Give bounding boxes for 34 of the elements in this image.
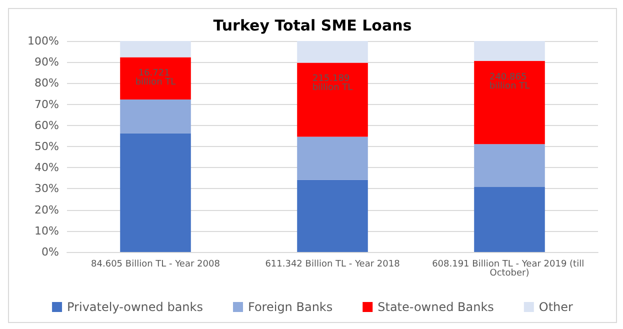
y-tick-label: 90% [34, 56, 59, 69]
y-tick-label: 100% [28, 34, 59, 48]
x-tick-label: 611.342 Billion TL - Year 2018 [265, 260, 400, 270]
bar [474, 41, 545, 61]
y-tick-label: 30% [34, 182, 59, 196]
annotation: 16.721 billion TL [135, 68, 176, 88]
y-tick-label: 60% [34, 118, 59, 132]
y-tick-label: 0% [42, 246, 59, 258]
bar [297, 62, 368, 137]
y-tick-label: 10% [34, 224, 59, 238]
bar [120, 57, 191, 100]
legend-label: Privately-owned banks [67, 300, 203, 314]
chart-title: Turkey Total SME Loans [213, 16, 412, 34]
y-tick-label: 20% [34, 203, 59, 216]
bar [297, 180, 368, 252]
bar [120, 99, 191, 134]
bar [474, 187, 545, 252]
annotation: 240.865 billion TL [489, 72, 530, 92]
legend-label: State-owned Banks [378, 300, 494, 314]
y-tick-label: 40% [34, 161, 59, 174]
legend-label: Foreign Banks [248, 300, 333, 314]
legend-label: Other [538, 300, 574, 314]
bar [474, 144, 545, 188]
bar [297, 136, 368, 180]
annotation: 215.189 billion TL [312, 74, 353, 94]
x-tick-label: 608.191 Billion TL - Year 2019 (till October) [432, 260, 587, 278]
y-tick-label: 50% [34, 140, 59, 153]
x-tick-label: 84.605 Billion TL - Year 2008 [91, 260, 220, 270]
bar [474, 60, 545, 144]
bar [120, 41, 191, 58]
y-tick-label: 70% [34, 98, 59, 111]
bar [120, 133, 191, 252]
y-tick-label: 80% [34, 76, 59, 90]
bar [297, 41, 368, 63]
